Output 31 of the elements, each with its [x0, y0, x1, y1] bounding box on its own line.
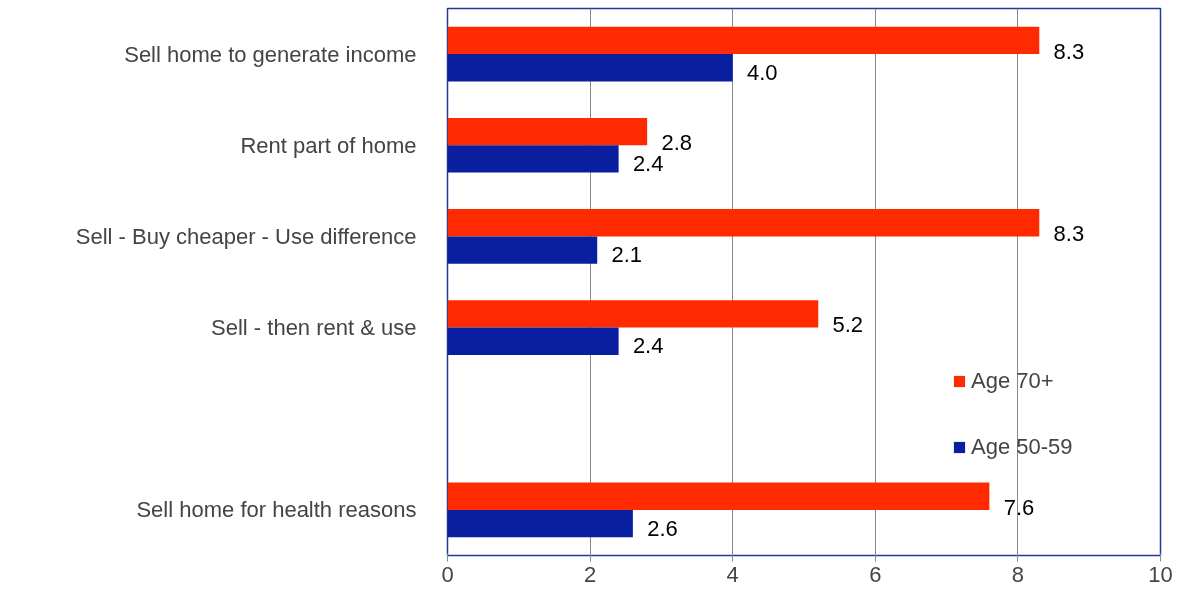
data-label: 2.6: [647, 515, 678, 541]
data-label: 4.0: [746, 59, 778, 85]
x-tick-label: 2: [583, 561, 597, 587]
y-tick-label: Sell home to generate income: [124, 41, 417, 67]
x-tick-label: 4: [726, 561, 739, 587]
data-label: 7.6: [1003, 494, 1035, 520]
data-label: 2.8: [661, 130, 692, 156]
y-tick-label: Sell - then rent & use: [211, 315, 417, 341]
y-tick-label: Sell home for health reasons: [136, 497, 417, 523]
bar: [447, 300, 819, 328]
bar: [447, 209, 1040, 237]
bar: [447, 327, 619, 355]
bar: [447, 145, 619, 173]
x-tick-label: 10: [1148, 561, 1173, 587]
y-tick-label: Sell - Buy cheaper - Use difference: [75, 223, 417, 249]
bar: [447, 117, 648, 146]
bar: [447, 482, 990, 510]
bar: [447, 26, 1040, 55]
x-tick-label: 6: [869, 561, 882, 587]
data-label: 2.1: [611, 242, 643, 268]
bar: [447, 236, 598, 264]
bar: [447, 509, 633, 538]
x-tick-label: 0: [441, 561, 454, 587]
x-tick-label: 8: [1011, 561, 1025, 587]
data-label: 8.3: [1053, 38, 1085, 64]
data-label: 2.4: [632, 150, 664, 176]
bar: [447, 54, 733, 82]
data-label: 2.4: [632, 333, 664, 359]
data-label: 5.2: [832, 312, 864, 338]
y-tick-label: Rent part of home: [240, 132, 417, 158]
data-label: 8.3: [1053, 221, 1085, 247]
